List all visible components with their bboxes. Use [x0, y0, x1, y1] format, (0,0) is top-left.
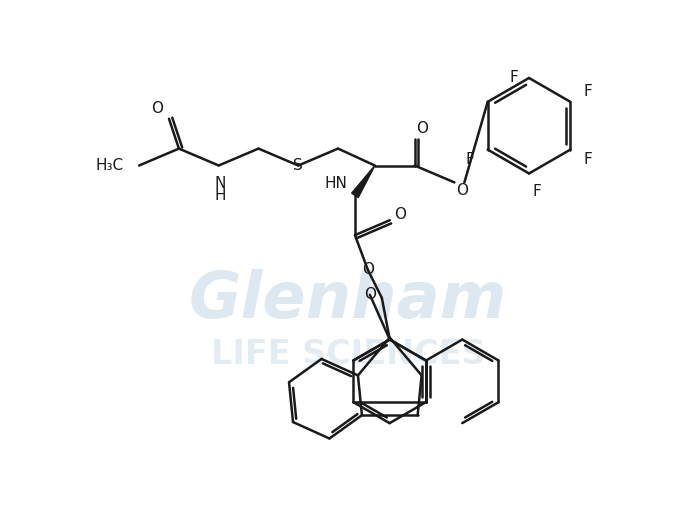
Text: N: N [215, 176, 226, 191]
Text: H: H [215, 188, 226, 203]
Text: HN: HN [324, 176, 347, 191]
Text: S: S [294, 158, 303, 173]
Text: O: O [364, 288, 376, 302]
Text: O: O [362, 263, 374, 278]
Text: O: O [151, 101, 163, 116]
Text: O: O [394, 207, 406, 222]
Text: H₃C: H₃C [95, 158, 123, 173]
Text: F: F [584, 84, 593, 99]
Text: LIFE SCIENCES: LIFE SCIENCES [211, 338, 485, 371]
Text: O: O [417, 121, 429, 136]
Polygon shape [351, 165, 375, 198]
Text: F: F [584, 152, 593, 167]
Text: O: O [457, 183, 468, 198]
Text: F: F [466, 152, 474, 167]
Text: F: F [509, 71, 519, 85]
Text: F: F [532, 184, 541, 199]
Text: Glenham: Glenham [189, 269, 507, 331]
